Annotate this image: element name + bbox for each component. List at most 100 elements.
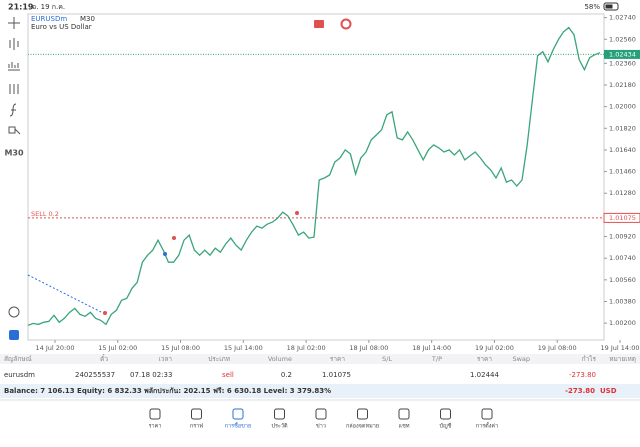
current-price-box bbox=[604, 49, 640, 59]
nav-item[interactable]: ข่าว bbox=[316, 424, 326, 430]
nav-icon bbox=[274, 408, 285, 420]
x-tick-label: 15 Jul 02:00 bbox=[98, 344, 137, 352]
y-tick-label: 1.02000 bbox=[609, 103, 636, 111]
y-tick-label: 1.01640 bbox=[609, 146, 636, 154]
nav-icon bbox=[398, 408, 410, 420]
nav-icon bbox=[191, 408, 202, 420]
x-tick-label: 18 Jul 02:00 bbox=[287, 344, 326, 352]
settings-icon[interactable] bbox=[9, 84, 19, 94]
x-tick-label: 18 Jul 14:00 bbox=[412, 344, 451, 352]
nav-item[interactable]: แชท bbox=[399, 423, 410, 430]
status-time: 21:19 bbox=[8, 3, 34, 12]
balance-bar bbox=[0, 384, 640, 398]
balance-summary: Balance: 7 106.13 Equity: 6 832.33 พลักป… bbox=[4, 387, 331, 395]
y-tick-label: 1.02740 bbox=[609, 14, 636, 22]
column-header: ประเภท bbox=[208, 355, 230, 363]
crosshair-icon[interactable] bbox=[8, 17, 20, 29]
y-tick-label: 1.00740 bbox=[609, 254, 636, 262]
price-line bbox=[27, 26, 601, 326]
toolbar bbox=[0, 14, 28, 340]
cell-time: 07.18 02:33 bbox=[130, 371, 172, 379]
nav-item[interactable]: ราคา bbox=[149, 424, 162, 430]
y-tick-label: 1.00560 bbox=[609, 276, 636, 284]
cell-volume: 0.2 bbox=[281, 371, 292, 379]
toolbar-icons bbox=[8, 17, 21, 318]
cell-type: sell bbox=[222, 371, 234, 379]
y-tick-label: 1.02180 bbox=[609, 81, 636, 89]
column-header: เวลา bbox=[158, 355, 172, 363]
battery-icon bbox=[603, 2, 619, 11]
one-click-button[interactable] bbox=[314, 20, 324, 28]
x-tick-label: 19 Jul 02:00 bbox=[475, 344, 514, 352]
nav-icon bbox=[440, 408, 451, 420]
chart-frame bbox=[27, 13, 605, 341]
sell-label: SELL 0.2 bbox=[31, 210, 59, 218]
cell-open-price: 1.01075 bbox=[322, 371, 351, 379]
sync-button[interactable] bbox=[340, 18, 352, 30]
y-tick-label: 1.01820 bbox=[609, 124, 636, 132]
column-header: หมายเหตุ bbox=[609, 355, 636, 363]
nav-icon bbox=[149, 408, 161, 420]
column-header: Swap bbox=[512, 355, 530, 363]
x-tick-label: 14 Jul 20:00 bbox=[36, 344, 75, 352]
x-tick-label: 15 Jul 08:00 bbox=[161, 344, 200, 352]
x-tick-label: 19 Jul 14:00 bbox=[601, 344, 640, 352]
indicator-icon[interactable] bbox=[8, 62, 20, 71]
column-header: สัญลักษณ์ bbox=[4, 355, 32, 363]
column-header: Volume bbox=[268, 355, 292, 363]
x-axis bbox=[0, 343, 640, 354]
column-header: กำไร bbox=[582, 355, 597, 363]
trade-marker bbox=[172, 236, 176, 240]
trade-button[interactable] bbox=[9, 330, 19, 340]
sell-price-label: 1.01075 bbox=[609, 214, 636, 222]
y-tick-label: 1.00380 bbox=[609, 298, 636, 306]
candle-icon[interactable] bbox=[9, 38, 19, 50]
x-tick-label: 18 Jul 08:00 bbox=[349, 344, 388, 352]
y-tick-label: 1.02560 bbox=[609, 35, 636, 43]
cell-symbol: eurusdm bbox=[4, 371, 35, 379]
symbol-description: Euro vs US Dollar bbox=[31, 23, 92, 31]
chart-timeframe: M30 bbox=[80, 15, 95, 23]
timeframe-button[interactable]: M30 bbox=[4, 149, 24, 158]
battery-text: 58% bbox=[584, 3, 600, 11]
trade-marker bbox=[295, 211, 299, 215]
y-tick-label: 1.01460 bbox=[609, 168, 636, 176]
y-tick-label: 1.00920 bbox=[609, 233, 636, 241]
y-tick-label: 1.00200 bbox=[609, 319, 636, 327]
column-header: ราคา bbox=[330, 355, 345, 363]
nav-item[interactable]: ประวัติ bbox=[271, 423, 287, 430]
nav-item[interactable]: การตั้งค่า bbox=[476, 422, 498, 430]
cell-profit: -273.80 bbox=[569, 371, 596, 379]
y-tick-label: 1.02360 bbox=[609, 59, 636, 67]
table-header bbox=[0, 354, 640, 364]
status-date: อ. 19 ก.ค. bbox=[32, 3, 65, 11]
trade-marker bbox=[163, 252, 167, 256]
x-tick-label: 19 Jul 08:00 bbox=[538, 344, 577, 352]
cell-current-price: 1.02444 bbox=[470, 371, 499, 379]
current-price-label: 1.02434 bbox=[609, 50, 636, 58]
currency: USD bbox=[600, 387, 617, 395]
column-header: S/L bbox=[382, 355, 392, 363]
nav-item[interactable]: การซื้อขาย bbox=[225, 422, 251, 430]
nav-item[interactable]: บัญชี bbox=[440, 423, 452, 430]
sell-price-box bbox=[603, 212, 640, 223]
total-profit: -273.80 bbox=[565, 387, 595, 395]
function-icon[interactable] bbox=[9, 103, 17, 117]
objects-icon[interactable] bbox=[8, 126, 21, 135]
y-tick-label: 1.01280 bbox=[609, 189, 636, 197]
column-header: ราคา bbox=[477, 355, 492, 363]
symbol[interactable]: EURUSDm bbox=[31, 15, 67, 23]
battery-level bbox=[605, 4, 613, 9]
search-icon[interactable] bbox=[8, 306, 20, 318]
nav-icon bbox=[315, 408, 327, 420]
column-header: T/P bbox=[431, 355, 442, 363]
column-header: ตั๋ว bbox=[100, 354, 108, 363]
nav-icon bbox=[232, 408, 244, 420]
nav-item[interactable]: กล่องจดหมาย bbox=[346, 424, 379, 430]
x-tick-label: 15 Jul 14:00 bbox=[224, 344, 263, 352]
nav-item[interactable]: กราฟ bbox=[190, 423, 203, 430]
nav-icon bbox=[357, 408, 368, 420]
nav-icon bbox=[481, 408, 493, 420]
